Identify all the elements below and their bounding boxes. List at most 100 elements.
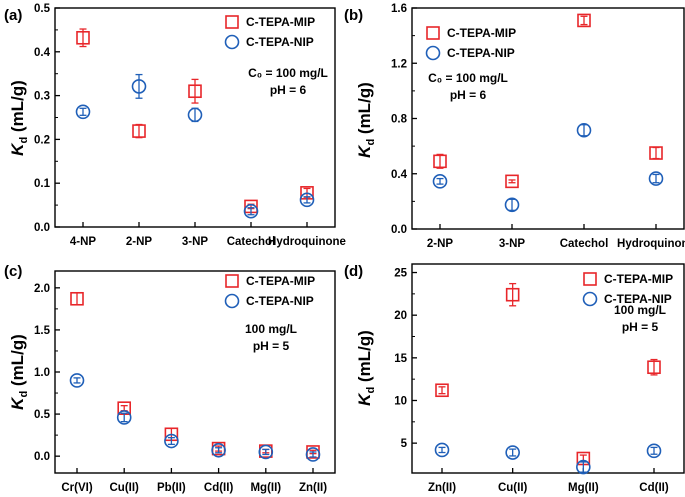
panel-c: (c) 0.0 0.5 1.0 1.5 2.0 Cr(VI) Cu(II) Pb(II) Cd(I…	[4, 263, 336, 494]
data-point	[433, 154, 447, 169]
data-point	[116, 410, 132, 425]
y-tick-label: 2.0	[34, 283, 50, 295]
data-point	[305, 447, 321, 462]
series-mip	[70, 291, 320, 459]
y-tick-label: 1.5	[34, 325, 51, 337]
data-point	[187, 107, 203, 123]
x-tick-label: Mg(II)	[250, 482, 281, 494]
legend-label: C-TEPA-MIP	[246, 274, 315, 288]
annotation-text: 100 mg/L	[245, 322, 297, 336]
y-tick-label: 0.0	[34, 222, 50, 234]
y-tick-label: 0.3	[34, 91, 50, 103]
x-tick-label: Cd(II)	[204, 482, 234, 494]
y-axis-title: Kd (mL/g)	[355, 330, 377, 406]
legend-label: C-TEPA-NIP	[604, 292, 672, 306]
legend-label: C-TEPA-MIP	[604, 272, 673, 286]
data-point	[504, 197, 520, 213]
y-tick-label: 1.6	[391, 3, 407, 15]
x-tick-label: Pb(II)	[157, 482, 186, 494]
data-point	[432, 174, 448, 189]
legend-marker	[225, 15, 239, 29]
x-tick-label: 2-NP	[427, 238, 454, 250]
y-tick-label: 0.8	[391, 114, 408, 126]
annotation-text: pH = 6	[450, 88, 487, 102]
x-tick-label: 3-NP	[499, 238, 526, 250]
y-axis-title: Kd (mL/g)	[8, 334, 30, 410]
legend: C-TEPA-MIP C-TEPA-NIP	[224, 274, 315, 309]
data-point	[132, 124, 146, 138]
data-point	[648, 171, 664, 186]
x-tick-label: Cr(VI)	[61, 482, 92, 494]
y-tick-label: 0.4	[391, 169, 408, 181]
legend-label: C-TEPA-MIP	[447, 26, 516, 40]
data-point	[211, 442, 226, 458]
annotation-text: C₀ = 100 mg/L	[248, 66, 328, 80]
legend-label: C-TEPA-NIP	[447, 46, 515, 60]
data-point	[576, 122, 592, 138]
series-nip	[432, 122, 664, 213]
data-point	[434, 442, 450, 458]
panel-a: (a) 0.0 0.1 0.2 0.3 0.4 0.5 4-NP 2-NP 3-NP Catecho…	[4, 3, 346, 248]
legend: C-TEPA-MIP C-TEPA-NIP	[582, 272, 673, 307]
data-point	[577, 13, 591, 28]
data-point	[188, 84, 202, 99]
data-point	[76, 30, 90, 45]
y-tick-label: 0.4	[34, 47, 51, 59]
series-nip	[75, 73, 315, 219]
data-point	[243, 203, 259, 219]
y-axis-title: Kd (mL/g)	[355, 82, 377, 158]
data-point	[505, 287, 520, 302]
data-point	[75, 104, 91, 120]
y-tick-label: 0.2	[34, 134, 50, 146]
annotation-text: C₀ = 100 mg/L	[428, 71, 508, 85]
y-axis-title: Kd (mL/g)	[8, 80, 30, 156]
x-tick-label: Zn(II)	[428, 482, 456, 494]
y-tick-label: 0.0	[34, 451, 50, 463]
legend-marker	[225, 274, 239, 288]
x-tick-label: Zn(II)	[299, 482, 327, 494]
y-tick-label: 20	[394, 310, 407, 322]
annotation-text: pH = 5	[253, 339, 290, 353]
data-point	[69, 373, 85, 388]
y-tick-label: 15	[394, 353, 407, 365]
x-tick-label: Catechol	[560, 238, 609, 250]
x-tick-label: Hydroquinone	[617, 238, 685, 250]
panel-label: (b)	[344, 7, 363, 24]
series-nip	[69, 373, 321, 462]
data-point	[299, 192, 315, 208]
x-tick-label: Catechol	[227, 236, 276, 248]
data-point	[647, 360, 661, 375]
annotation-text: pH = 5	[622, 320, 659, 334]
panel-label: (a)	[4, 7, 22, 24]
legend-label: C-TEPA-MIP	[246, 15, 315, 29]
y-tick-label: 0.1	[34, 178, 51, 190]
panel-label: (d)	[344, 263, 363, 280]
data-point	[70, 291, 84, 306]
data-point	[131, 79, 147, 94]
y-tick-label: 0.0	[391, 224, 407, 236]
x-tick-label: Cd(II)	[639, 482, 669, 494]
data-point	[646, 443, 662, 459]
legend: C-TEPA-MIP C-TEPA-NIP	[224, 15, 315, 50]
data-point	[576, 459, 591, 475]
legend-marker	[582, 291, 598, 307]
y-tick-label: 5	[401, 438, 408, 450]
legend: C-TEPA-MIP C-TEPA-NIP	[425, 26, 516, 61]
annotation-text: pH = 6	[270, 83, 307, 97]
legend-label: C-TEPA-NIP	[246, 35, 314, 49]
x-tick-label: Cu(II)	[110, 482, 140, 494]
data-point	[435, 383, 449, 398]
y-tick-label: 1.0	[34, 367, 50, 379]
y-tick-label: 0.5	[34, 409, 51, 421]
series-nip	[434, 442, 662, 475]
data-point	[505, 445, 520, 460]
x-tick-label: 3-NP	[182, 236, 209, 248]
legend-marker	[426, 26, 440, 40]
legend-marker	[425, 45, 441, 61]
data-point	[649, 146, 663, 160]
data-point	[258, 444, 274, 460]
x-tick-label: 2-NP	[126, 236, 153, 248]
data-point	[164, 433, 179, 449]
y-tick-label: 10	[394, 395, 407, 407]
